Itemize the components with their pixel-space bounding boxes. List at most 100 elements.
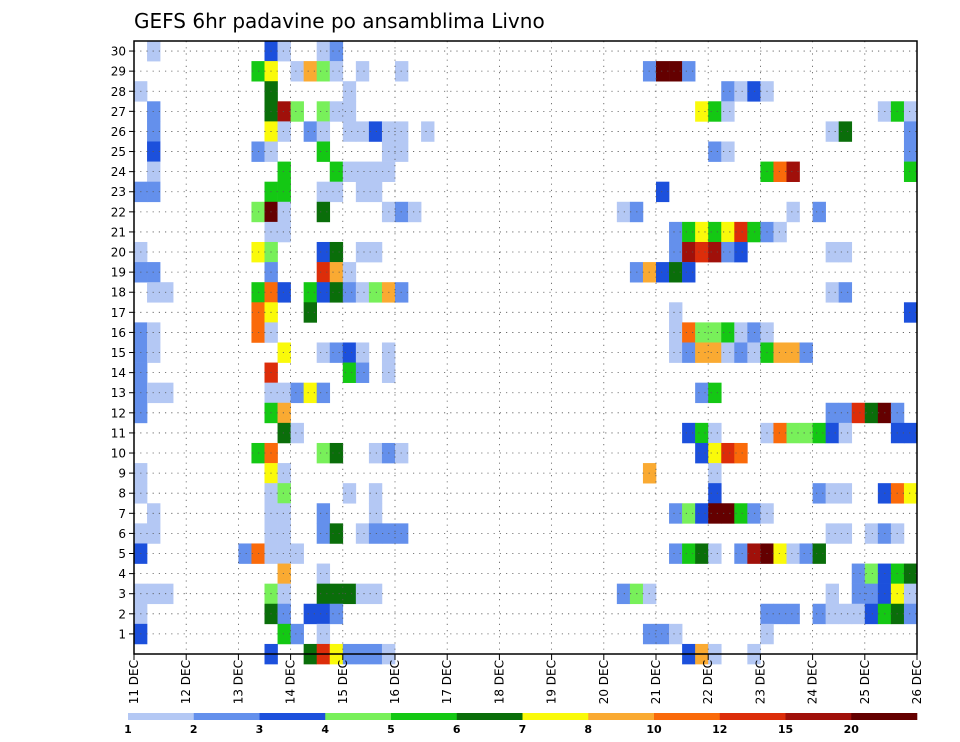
heatmap-cell bbox=[342, 362, 357, 383]
legend-label: 2 bbox=[190, 723, 198, 736]
y-tick-label: 3 bbox=[118, 587, 126, 601]
y-tick-label: 19 bbox=[111, 266, 126, 280]
y-tick-label: 11 bbox=[111, 426, 126, 440]
legend-label: 10 bbox=[646, 723, 662, 736]
heatmap-cell bbox=[721, 322, 735, 343]
heatmap-cell bbox=[160, 382, 174, 404]
heatmap-cell bbox=[825, 483, 839, 504]
heatmap-cell bbox=[708, 382, 722, 404]
y-tick-label: 26 bbox=[111, 125, 126, 139]
y-tick-label: 16 bbox=[111, 326, 126, 340]
heatmap-cell bbox=[864, 402, 879, 424]
heatmap-cell bbox=[303, 121, 317, 142]
x-tick-label: 18 DEC bbox=[492, 660, 506, 704]
heatmap-cell bbox=[303, 382, 317, 404]
heatmap-cell bbox=[708, 342, 722, 363]
heatmap-cell bbox=[825, 583, 839, 605]
heatmap-cell bbox=[342, 121, 357, 142]
heatmap-cell bbox=[277, 463, 291, 484]
heatmap-cell bbox=[682, 503, 696, 524]
x-tick-label: 12 DEC bbox=[179, 660, 193, 704]
heatmap-cell bbox=[851, 563, 866, 584]
heatmap-cell bbox=[721, 342, 735, 363]
heatmap-cell bbox=[316, 442, 331, 464]
heatmap-cell bbox=[316, 41, 331, 62]
heatmap-cell bbox=[734, 503, 748, 524]
heatmap-cell bbox=[838, 483, 853, 504]
heatmap-cell bbox=[708, 442, 722, 464]
heatmap-cell bbox=[277, 221, 291, 243]
heatmap-cell bbox=[290, 543, 304, 564]
heatmap-cell bbox=[851, 402, 866, 424]
heatmap-cell bbox=[616, 201, 631, 223]
heatmap-cell bbox=[851, 603, 866, 625]
heatmap-cell bbox=[682, 342, 696, 363]
heatmap-cell bbox=[825, 422, 839, 444]
y-tick-label: 13 bbox=[111, 386, 126, 400]
heatmap-cell bbox=[316, 603, 331, 625]
legend-swatch bbox=[785, 713, 852, 720]
legend-label: 20 bbox=[844, 723, 860, 736]
heatmap-cell bbox=[773, 342, 787, 363]
heatmap-cell bbox=[669, 322, 683, 343]
heatmap-cell bbox=[864, 603, 879, 625]
heatmap-cell bbox=[903, 483, 918, 504]
heatmap-cell bbox=[903, 603, 918, 625]
heatmap-cell bbox=[316, 282, 331, 303]
heatmap-cell bbox=[355, 282, 370, 303]
heatmap-cell bbox=[903, 101, 918, 122]
heatmap-cell bbox=[669, 241, 683, 263]
heatmap-cell bbox=[303, 61, 317, 82]
heatmap-cell bbox=[669, 262, 683, 283]
heatmap-cell bbox=[669, 503, 683, 524]
heatmap-cell bbox=[812, 483, 826, 504]
heatmap-cell bbox=[656, 623, 670, 645]
heatmap-cell bbox=[277, 342, 291, 363]
heatmap-cells bbox=[134, 41, 918, 665]
heatmap-cell bbox=[903, 563, 918, 584]
heatmap-cell bbox=[329, 181, 344, 203]
heatmap-cell bbox=[329, 161, 344, 182]
heatmap-cell bbox=[721, 141, 735, 162]
heatmap-cell bbox=[825, 402, 839, 424]
y-tick-label: 29 bbox=[111, 65, 126, 79]
legend-swatch bbox=[325, 713, 392, 720]
heatmap-cell bbox=[616, 583, 631, 605]
x-axis: 11 DEC 12 DEC 13 DEC 14 DEC 15 DEC 16 DEC 17 D… bbox=[127, 654, 924, 704]
heatmap-cell bbox=[316, 563, 331, 584]
x-tick-label: 23 DEC bbox=[753, 660, 767, 704]
heatmap-cell bbox=[303, 302, 317, 323]
legend-label: 7 bbox=[519, 723, 527, 736]
heatmap-cell bbox=[277, 623, 291, 645]
heatmap-cell bbox=[277, 422, 291, 444]
heatmap-cell bbox=[851, 583, 866, 605]
heatmap-cell bbox=[825, 523, 839, 544]
heatmap-cell bbox=[316, 583, 331, 605]
heatmap-cell bbox=[903, 302, 918, 323]
heatmap-cell bbox=[812, 422, 826, 444]
heatmap-cell bbox=[682, 61, 696, 82]
x-tick-label: 24 DEC bbox=[806, 660, 820, 704]
heatmap-cell bbox=[277, 523, 291, 544]
heatmap-cell bbox=[786, 201, 800, 223]
heatmap-cell bbox=[368, 483, 383, 504]
heatmap-cell bbox=[812, 603, 826, 625]
x-tick-label: 19 DEC bbox=[545, 660, 559, 704]
heatmap-cell bbox=[316, 342, 331, 363]
heatmap-cell bbox=[708, 483, 722, 504]
legend-swatch bbox=[654, 713, 721, 720]
heatmap-cell bbox=[734, 81, 748, 102]
x-tick-label: 17 DEC bbox=[440, 660, 454, 704]
y-tick-label: 28 bbox=[111, 85, 126, 99]
heatmap-cell bbox=[329, 442, 344, 464]
heatmap-cell bbox=[695, 503, 709, 524]
x-tick-label: 15 DEC bbox=[336, 660, 350, 704]
heatmap-cell bbox=[342, 81, 357, 102]
legend-label: 15 bbox=[778, 723, 793, 736]
heatmap-cell bbox=[695, 422, 709, 444]
y-tick-label: 5 bbox=[118, 547, 126, 561]
y-axis: 1234567891011121314151617181920212223242… bbox=[111, 45, 134, 641]
heatmap-cell bbox=[316, 241, 331, 263]
heatmap-cell bbox=[277, 41, 291, 62]
heatmap-cell bbox=[355, 342, 370, 363]
